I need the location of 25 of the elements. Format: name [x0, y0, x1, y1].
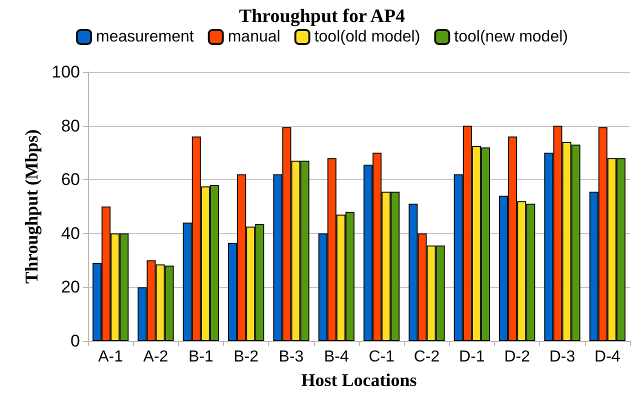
y-tick-label: 40 — [61, 224, 80, 243]
legend-label: tool(old model) — [314, 28, 420, 46]
x-tick-label: D-4 — [594, 348, 620, 366]
y-tick-label: 0 — [70, 332, 80, 350]
y-tick-label: 20 — [61, 278, 80, 297]
x-tick-label: D-3 — [549, 348, 576, 366]
x-tick-label: B-3 — [278, 348, 304, 366]
x-tick-label: C-1 — [368, 348, 395, 366]
x-tick-label: A-1 — [98, 348, 124, 366]
legend-label: tool(new model) — [454, 28, 568, 46]
chart-title: Throughput for AP4 — [238, 6, 406, 27]
x-tick-label: C-2 — [414, 348, 440, 366]
x-axis-title: Host Locations — [301, 370, 417, 390]
x-tick-label: D-1 — [459, 348, 485, 366]
x-tick-label: B-1 — [188, 348, 214, 366]
y-tick-label: 60 — [61, 170, 80, 190]
legend-label: measurement — [96, 28, 194, 46]
y-axis-title: Throughput (Mbps) — [22, 129, 42, 284]
x-tick-label: D-2 — [504, 348, 530, 366]
x-tick-label: A-2 — [143, 348, 168, 366]
y-tick-label: 80 — [61, 116, 80, 136]
y-tick-label: 100 — [52, 62, 80, 82]
x-tick-label: B-4 — [324, 348, 349, 366]
x-tick-label: B-2 — [234, 348, 259, 366]
legend-label: manual — [228, 28, 280, 46]
